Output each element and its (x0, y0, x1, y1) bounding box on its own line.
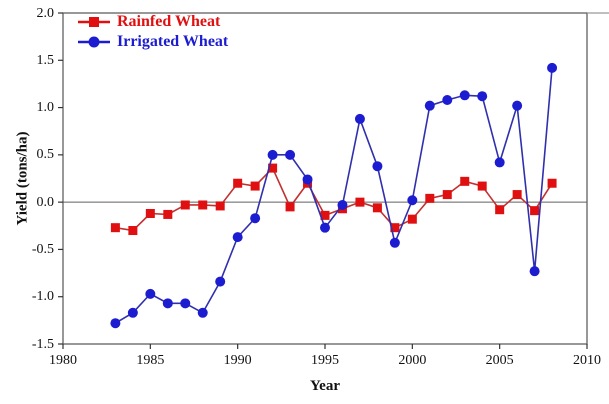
rainfed-marker (390, 223, 400, 233)
y-tick-label: -1.0 (31, 289, 54, 305)
rainfed-marker (250, 181, 260, 191)
rainfed-marker (163, 209, 173, 219)
rainfed-marker (372, 203, 382, 213)
irrigated-marker (232, 232, 243, 243)
series-line-irrigated (114, 67, 553, 324)
x-tick-label: 2005 (485, 353, 514, 368)
x-tick-label: 1990 (223, 353, 252, 368)
irrigated-marker (215, 276, 226, 287)
rainfed-marker (442, 190, 452, 200)
irrigated-marker (424, 100, 435, 111)
irrigated-marker (512, 100, 523, 111)
irrigated-marker (354, 113, 365, 124)
rainfed-marker (407, 214, 417, 224)
irrigated-marker (285, 149, 296, 160)
legend-swatch-square-icon (89, 17, 99, 27)
rainfed-marker (460, 176, 470, 186)
y-tick-label: 1.0 (36, 100, 55, 116)
irrigated-marker (337, 199, 348, 210)
rainfed-marker (128, 226, 138, 236)
x-tick-label: 2000 (398, 353, 427, 368)
irrigated-marker (197, 307, 208, 318)
legend-label-irrigated-wheat: Irrigated Wheat (117, 33, 229, 50)
irrigated-marker (494, 157, 505, 168)
rainfed-marker (268, 163, 278, 173)
rainfed-marker (547, 178, 557, 188)
rainfed-marker (180, 200, 190, 210)
x-axis-title: Year (310, 378, 340, 394)
y-tick-label: 0.5 (36, 147, 55, 163)
rainfed-marker (512, 190, 522, 200)
y-tick-label: 2.0 (36, 5, 55, 21)
irrigated-marker (162, 298, 173, 309)
y-tick-label: 0.0 (36, 194, 55, 210)
plot-frame (62, 12, 588, 345)
rainfed-marker (530, 206, 540, 216)
rainfed-marker (145, 208, 155, 218)
rainfed-marker (233, 178, 243, 188)
rainfed-marker (215, 201, 225, 211)
irrigated-marker (180, 298, 191, 309)
irrigated-marker (389, 237, 400, 248)
y-tick-label: -0.5 (31, 241, 54, 257)
irrigated-marker (145, 288, 156, 299)
rainfed-marker (198, 200, 208, 210)
rainfed-marker (285, 202, 295, 212)
irrigated-marker (407, 195, 418, 206)
rainfed-marker (355, 197, 365, 207)
x-tick-label: 2010 (573, 353, 601, 368)
irrigated-marker (547, 62, 558, 73)
irrigated-marker (442, 95, 453, 106)
irrigated-marker (302, 174, 313, 185)
irrigated-marker (250, 213, 261, 224)
rainfed-marker (320, 210, 330, 220)
x-tick-label: 1985 (136, 353, 165, 368)
irrigated-marker (267, 149, 278, 160)
y-axis-title: Yield (tons/ha) (14, 131, 31, 226)
series-line-rainfed (115, 167, 553, 232)
legend-label-rainfed-wheat: Rainfed Wheat (117, 13, 221, 30)
y-tick-label: -1.5 (31, 336, 54, 352)
rainfed-marker (477, 181, 487, 191)
irrigated-marker (529, 266, 540, 277)
rainfed-marker (495, 205, 505, 215)
rainfed-marker (425, 193, 435, 203)
irrigated-marker (459, 90, 470, 101)
irrigated-marker (127, 307, 138, 318)
irrigated-marker (110, 318, 121, 329)
x-tick-label: 1995 (311, 353, 339, 368)
x-tick-label: 1980 (49, 353, 77, 368)
y-tick-label: 1.5 (36, 52, 55, 68)
irrigated-marker (372, 161, 383, 172)
irrigated-marker (477, 91, 488, 102)
irrigated-marker (320, 222, 330, 233)
rainfed-marker (110, 223, 120, 233)
legend-swatch-circle-icon (88, 36, 100, 48)
